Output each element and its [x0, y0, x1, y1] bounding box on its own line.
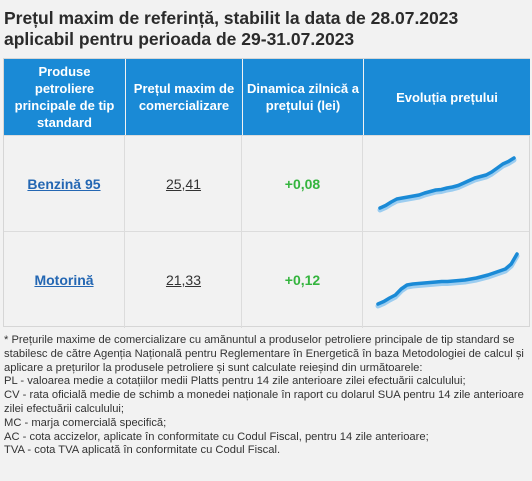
footnote-ac: AC - cota accizelor, aplicate în conform…: [4, 430, 429, 443]
table-row-motorina: Motorină 21,33 +0,12: [4, 231, 529, 328]
title-line-2: aplicabil pentru perioada de 29-31.07.20…: [4, 29, 355, 49]
footnote-mc: MC - marja comercială specifică;: [4, 416, 167, 429]
product-link-motorina[interactable]: Motorină: [34, 272, 94, 288]
price-value-benzina[interactable]: 25,41: [165, 175, 202, 192]
price-change-motorina: +0,12: [284, 272, 321, 288]
trend-line-shadow: [377, 157, 517, 212]
title-line-1: Prețul maxim de referință, stabilit la d…: [4, 8, 459, 28]
footnote-intro: * Prețurile maxime de comercializare cu …: [4, 334, 524, 374]
product-link-benzina[interactable]: Benzină 95: [27, 175, 101, 192]
trend-sparkline-motorina: [375, 252, 519, 309]
page-title: Prețul maxim de referință, stabilit la d…: [4, 8, 528, 50]
price-value-motorina[interactable]: 21,33: [165, 272, 202, 288]
column-header-trend: Evoluția prețului: [364, 59, 530, 135]
footnote-cv: CV - rata oficială medie de schimb a mon…: [4, 389, 524, 415]
footnote-pl: PL - valoarea medie a cotațiilor medii P…: [4, 375, 466, 388]
footnote-tva: TVA - cota TVA aplicată în conformitate …: [4, 444, 281, 457]
trend-sparkline-benzina: [377, 155, 517, 212]
price-change-benzina: +0,08: [284, 175, 321, 192]
trend-line: [378, 155, 516, 210]
footnotes: * Prețurile maxime de comercializare cu …: [4, 334, 530, 458]
column-header-price: Prețul maxim de comercializare: [126, 59, 242, 135]
column-header-product: Produse petroliere principale de tip sta…: [4, 59, 125, 135]
column-header-change: Dinamica zilnică a prețului (lei): [243, 59, 363, 135]
price-table: Produse petroliere principale de tip sta…: [3, 58, 530, 328]
table-row-benzina: Benzină 95 25,41 +0,08: [4, 135, 529, 231]
trend-line: [375, 252, 519, 306]
